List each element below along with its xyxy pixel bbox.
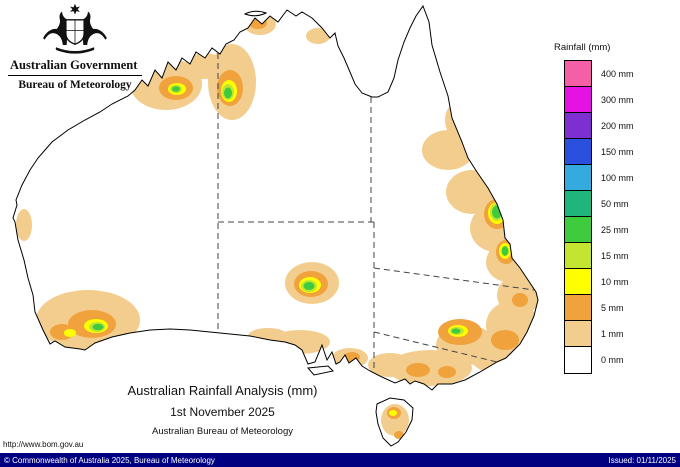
legend-label: 10 mm — [601, 276, 629, 287]
legend-label: 0 mm — [601, 354, 624, 365]
legend-entries: 400 mm 300 mm 200 mm 150 mm 100 mm 50 mm 25 mm… — [552, 59, 677, 374]
legend-swatch — [564, 163, 592, 192]
caption-title: Australian Rainfall Analysis (mm) — [127, 383, 318, 398]
government-title: Australian Government — [10, 58, 138, 72]
legend-row: 0 mm — [552, 345, 677, 374]
footer-copyright: © Commonwealth of Australia 2025, Bureau… — [4, 455, 215, 465]
bom-url: http://www.bom.gov.au — [3, 440, 84, 449]
legend-row: 15 mm — [552, 241, 677, 270]
caption-date: 1st November 2025 — [170, 405, 275, 419]
caption-organisation: Australian Bureau of Meteorology — [152, 426, 293, 437]
legend-title: Rainfall (mm) — [554, 42, 611, 53]
legend-label: 100 mm — [601, 172, 634, 183]
legend-swatch — [564, 241, 592, 270]
bureau-title: Bureau of Meteorology — [18, 79, 132, 91]
legend-row: 10 mm — [552, 267, 677, 296]
legend-label: 150 mm — [601, 146, 634, 157]
legend-swatch — [564, 111, 592, 140]
legend-row: 150 mm — [552, 137, 677, 166]
legend-swatch — [564, 293, 592, 322]
legend-swatch — [564, 215, 592, 244]
legend-swatch — [564, 85, 592, 114]
coat-of-arms-icon — [43, 3, 107, 54]
legend-swatch — [564, 189, 592, 218]
legend-label: 1 mm — [601, 328, 624, 339]
government-logo: Australian Government Bureau of Meteorol… — [8, 3, 142, 91]
legend-swatch — [564, 59, 592, 88]
legend-label: 5 mm — [601, 302, 624, 313]
legend-row: 100 mm — [552, 163, 677, 192]
legend-row: 1 mm — [552, 319, 677, 348]
legend-label: 400 mm — [601, 68, 634, 79]
legend-swatch — [564, 319, 592, 348]
kangaroo-island — [306, 365, 335, 376]
legend-row: 25 mm — [552, 215, 677, 244]
legend-label: 50 mm — [601, 198, 629, 209]
footer-bar: © Commonwealth of Australia 2025, Bureau… — [0, 453, 680, 467]
legend-label: 300 mm — [601, 94, 634, 105]
footer-issued: Issued: 01/11/2025 — [608, 455, 676, 465]
legend-row: 5 mm — [552, 293, 677, 322]
legend-label: 15 mm — [601, 250, 629, 261]
melville-island — [243, 10, 268, 17]
rainfall-legend: Rainfall (mm) 400 mm 300 mm 200 mm 150 mm 10… — [552, 42, 677, 374]
legend-row: 400 mm — [552, 59, 677, 88]
legend-label: 25 mm — [601, 224, 629, 235]
logo-divider — [8, 75, 142, 76]
map-caption: Australian Rainfall Analysis (mm) 1st No… — [50, 383, 395, 437]
state-borders — [217, 53, 535, 371]
legend-row: 300 mm — [552, 85, 677, 114]
legend-row: 50 mm — [552, 189, 677, 218]
legend-swatch — [564, 345, 592, 374]
rainfall-map — [12, 5, 539, 447]
legend-label: 200 mm — [601, 120, 634, 131]
legend-row: 200 mm — [552, 111, 677, 140]
legend-swatch — [564, 137, 592, 166]
legend-swatch — [564, 267, 592, 296]
